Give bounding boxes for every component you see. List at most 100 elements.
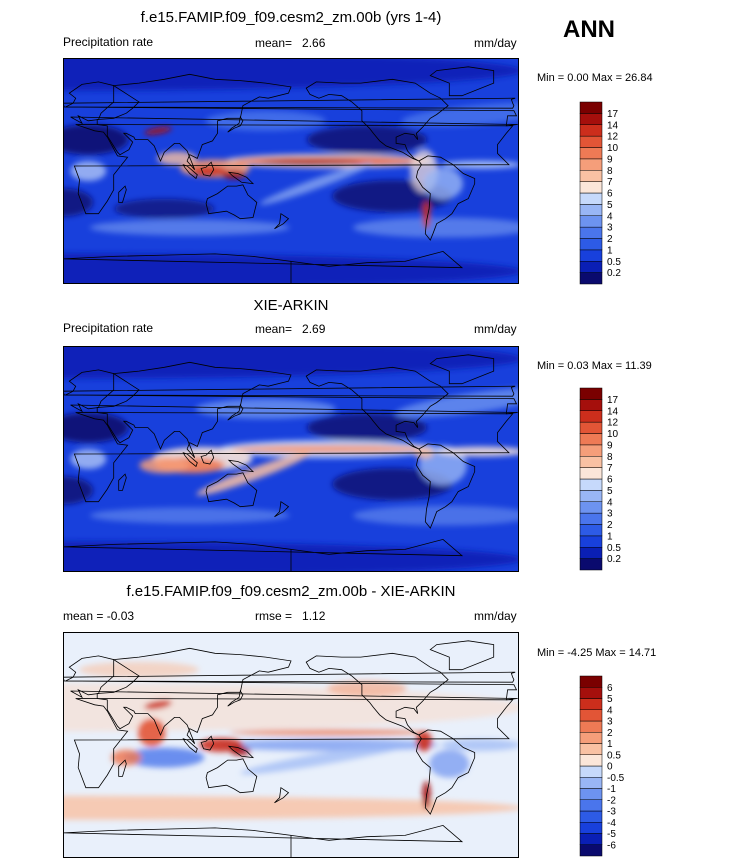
coastline-borneo <box>200 449 215 465</box>
colorbar-box <box>579 158 603 171</box>
colorbar-box <box>579 558 603 571</box>
precip-contour <box>63 412 129 443</box>
colorbar-tick-label: 0.5 <box>607 750 621 761</box>
panel2-map <box>63 346 519 572</box>
precip-contour <box>229 445 429 453</box>
precip-contour <box>422 200 431 229</box>
precip-contour <box>157 151 197 166</box>
precip-contour <box>79 661 199 678</box>
colorbar-tick-label: 9 <box>607 154 613 165</box>
colorbar-box <box>579 547 603 559</box>
colorbar-tick-label: 6 <box>607 189 613 200</box>
panel1-stat-value: 2.66 <box>302 36 326 50</box>
coastline-namerica <box>305 78 449 162</box>
coastline-africa <box>73 698 514 789</box>
coastline-greenland <box>429 66 495 97</box>
colorbar-tick-label: -6 <box>607 840 616 851</box>
precip-contour <box>89 507 290 524</box>
colorbar-tick-label: -2 <box>607 795 616 806</box>
colorbar-tick-label: 0.5 <box>607 543 621 554</box>
coastline-namerica <box>305 652 449 736</box>
panel2-colorbar: 0.2 0.5 1 2 3 4 5 6 7 8 9 10 12 14 17 <box>579 387 621 571</box>
colorbar-box <box>579 535 603 548</box>
colorbar-tick-label: 4 <box>607 211 613 222</box>
panel1-colorbar: 0.2 0.5 1 2 3 4 5 6 7 8 9 10 12 14 17 <box>579 101 621 285</box>
coastline-nz <box>274 787 290 804</box>
colorbar-tick-label: -0.5 <box>607 773 625 784</box>
precip-contour <box>111 749 142 766</box>
coastline-newguinea <box>227 459 255 473</box>
colorbar-box <box>579 698 603 710</box>
colorbar-box <box>579 687 603 699</box>
coastline-newguinea <box>227 171 255 185</box>
coastline-japan <box>227 115 244 133</box>
precip-contour <box>240 740 418 775</box>
map-frame <box>63 346 519 572</box>
colorbar-box <box>579 810 603 823</box>
precip-contour <box>70 449 107 469</box>
precip-contour <box>307 125 427 154</box>
panel3-colorbar: -6 -5 -4 -3 -2 -1 -0.5 0 0.5 1 2 3 4 5 6 <box>579 675 625 857</box>
colorbar-tick-label: 5 <box>607 200 613 211</box>
coastline-uk <box>63 385 516 397</box>
coastline-australia <box>205 184 258 220</box>
colorbar-box <box>579 113 603 125</box>
panel3-stat-label: rmse = <box>255 609 293 623</box>
colorbar-box <box>579 844 603 857</box>
precip-contour <box>260 159 360 166</box>
colorbar-box <box>579 754 603 767</box>
colorbar-box <box>579 743 603 755</box>
colorbar-box <box>579 261 603 273</box>
colorbar-tick-label: -5 <box>607 829 616 840</box>
colorbar-tick-label: 7 <box>607 177 613 188</box>
colorbar-tick-label: 1 <box>607 531 613 542</box>
precip-contour <box>114 198 215 219</box>
colorbar-box <box>579 799 603 812</box>
precip-contour <box>195 398 336 419</box>
colorbar-box <box>579 170 603 182</box>
colorbar-tick-label: 3 <box>607 509 613 520</box>
panel1-map <box>63 58 519 284</box>
map-svg <box>63 58 519 284</box>
colorbar-tick-label: 17 <box>607 109 619 120</box>
colorbar-tick-label: 10 <box>607 429 619 440</box>
colorbar-tick-label: 9 <box>607 440 613 451</box>
colorbar-tick-label: 10 <box>607 143 619 154</box>
colorbar-tick-label: 0 <box>607 762 613 773</box>
map-frame <box>63 58 519 284</box>
panel1-units: mm/day <box>474 36 517 50</box>
colorbar-box <box>579 490 603 502</box>
coastline-nz <box>274 501 290 518</box>
coastline-namerica <box>305 366 449 450</box>
precip-contour <box>63 188 93 217</box>
coastline-samerica <box>415 155 476 241</box>
precip-contour <box>307 413 427 442</box>
colorbar-box <box>579 675 603 688</box>
panel1-field-label: Precipitation rate <box>63 35 154 49</box>
colorbar-box <box>579 478 603 491</box>
colorbar-box <box>579 709 603 722</box>
precip-contour <box>190 166 227 176</box>
coastline-japan <box>227 689 244 707</box>
precip-contour <box>70 161 107 181</box>
colorbar-tick-label: 4 <box>607 497 613 508</box>
colorbar-box <box>579 512 603 525</box>
panel2-field-label: Precipitation rate <box>63 321 154 335</box>
colorbar-tick-label: 6 <box>607 475 613 486</box>
coastline-sumatra <box>182 737 198 754</box>
coastline-uk <box>63 671 516 683</box>
colorbar-box <box>579 788 603 800</box>
panel3-stat-value: 1.12 <box>302 609 326 623</box>
colorbar-box <box>579 192 603 205</box>
coastline-borneo <box>200 161 215 177</box>
precip-contour <box>332 468 453 501</box>
colorbar-box <box>579 181 603 194</box>
panel1-stat-label: mean= <box>255 36 293 50</box>
colorbar-tick-label: 17 <box>607 395 619 406</box>
precip-contour <box>139 457 190 474</box>
colorbar-box <box>579 135 603 148</box>
panel2-units: mm/day <box>474 322 517 336</box>
colorbar-box <box>579 467 603 480</box>
